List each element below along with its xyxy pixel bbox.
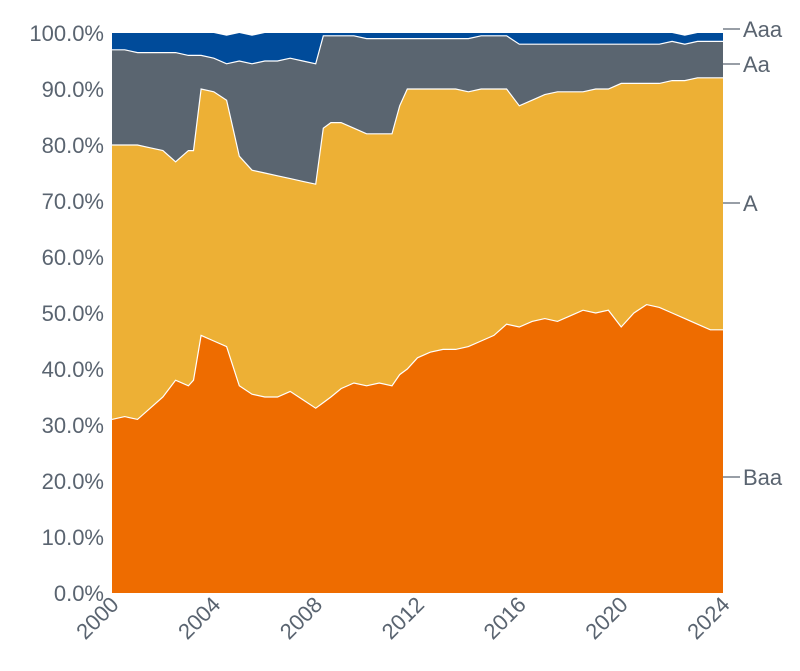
series-label-aa: Aa — [743, 52, 771, 77]
y-tick-label: 0.0% — [54, 581, 104, 606]
x-tick-label: 2008 — [275, 592, 327, 644]
series-label-aaa: Aaa — [743, 17, 783, 42]
boundary-line — [112, 77, 723, 185]
x-tick-label: 2012 — [377, 592, 429, 644]
series-label-a: A — [743, 191, 758, 216]
y-tick-label: 60.0% — [42, 245, 104, 270]
area-baa — [112, 304, 723, 593]
y-tick-label: 20.0% — [42, 469, 104, 494]
y-axis: 0.0% 10.0% 20.0% 30.0% 40.0% 50.0% 60.0% 70.0% 8… — [29, 21, 104, 606]
x-tick-label: 2016 — [479, 592, 531, 644]
x-tick-label: 2024 — [682, 592, 734, 644]
y-tick-label: 70.0% — [42, 189, 104, 214]
y-tick-label: 80.0% — [42, 133, 104, 158]
y-tick-label: 40.0% — [42, 357, 104, 382]
series-label-baa: Baa — [743, 465, 783, 490]
y-tick-label: 30.0% — [42, 413, 104, 438]
y-tick-label: 10.0% — [42, 525, 104, 550]
x-axis: 2000 2004 2008 2012 2016 2020 2024 — [71, 592, 734, 644]
x-tick-label: 2020 — [580, 592, 632, 644]
series-labels: Aaa Aa A Baa — [723, 17, 783, 490]
y-tick-label: 90.0% — [42, 77, 104, 102]
plot-areas — [111, 33, 723, 593]
area-a — [112, 77, 723, 420]
area-aa — [112, 35, 723, 185]
boundary-line — [111, 303, 723, 421]
boundary-line — [112, 35, 723, 65]
x-tick-label: 2004 — [173, 592, 225, 644]
y-tick-label: 100.0% — [29, 21, 104, 46]
area-aaa — [112, 33, 723, 64]
y-tick-label: 50.0% — [42, 301, 104, 326]
